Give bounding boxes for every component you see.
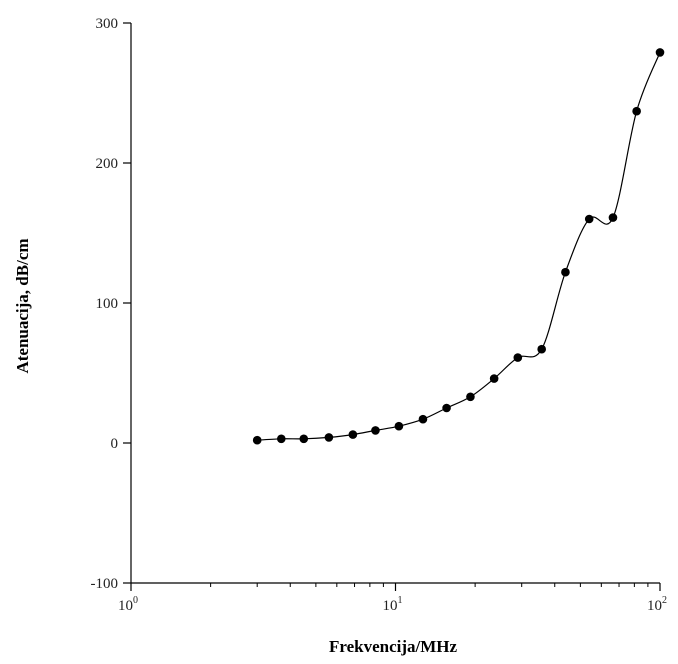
data-point	[608, 213, 618, 222]
x-tick-label: 102	[647, 595, 667, 614]
data-point	[489, 374, 499, 383]
y-tick-label: 100	[96, 296, 119, 312]
y-axis-ticks: -100 0 100 200 300	[91, 16, 131, 592]
y-tick-label: 200	[96, 156, 119, 172]
data-point	[418, 414, 428, 424]
data-point	[561, 267, 570, 277]
data-point	[655, 48, 665, 57]
series-line	[257, 52, 661, 441]
data-point	[252, 435, 262, 445]
data-point	[371, 426, 380, 435]
data-point	[324, 433, 334, 442]
data-point	[466, 392, 475, 402]
y-tick-label: 0	[111, 436, 119, 452]
y-axis-title: Atenuacija, dB/cm	[13, 238, 32, 373]
data-markers	[252, 48, 665, 445]
x-tick-label: 101	[383, 595, 403, 614]
x-tick-label: 100	[118, 595, 138, 614]
y-tick-label: -100	[91, 576, 119, 592]
data-point	[394, 421, 404, 431]
data-point	[442, 403, 451, 413]
data-point	[299, 434, 309, 444]
data-point	[537, 344, 546, 354]
x-axis-title: Frekvencija/MHz	[329, 637, 458, 656]
data-point	[584, 214, 594, 224]
x-axis-ticks: 100 101 102	[118, 583, 667, 614]
data-point	[348, 430, 358, 439]
axes	[130, 23, 660, 584]
y-tick-label: 300	[96, 16, 119, 32]
data-point	[276, 434, 286, 444]
data-point	[632, 106, 641, 116]
data-point	[513, 353, 523, 362]
